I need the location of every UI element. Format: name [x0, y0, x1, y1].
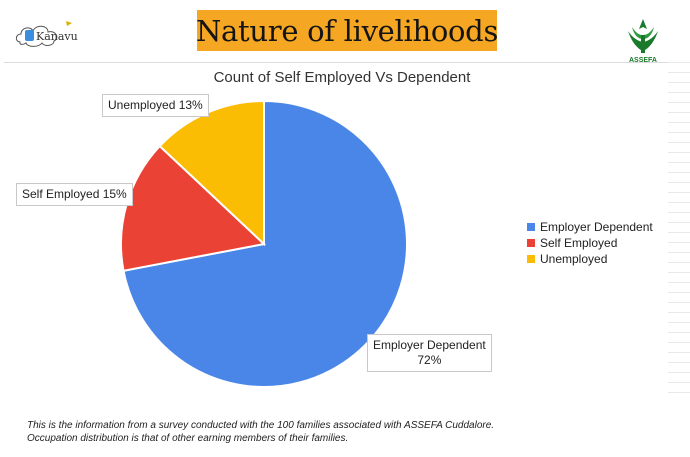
assefa-logo: ASSEFA	[618, 15, 668, 65]
legend-item-unemployed: Unemployed	[527, 251, 653, 267]
data-label-unemployed: Unemployed 13%	[102, 94, 209, 117]
kanavu-logo-text: Kanavu	[36, 30, 78, 43]
data-label-employer-dependent: Employer Dependent 72%	[367, 334, 492, 372]
page-title: Nature of livelihoods	[195, 13, 499, 48]
data-label-employer-dependent-text: Employer Dependent	[373, 338, 486, 352]
footnote-line-1: This is the information from a survey co…	[27, 420, 495, 431]
kanavu-logo: Kanavu	[14, 18, 86, 52]
data-label-self-employed-text: Self Employed 15%	[22, 187, 127, 201]
footnote-line-2: Occupation distribution is that of other…	[27, 433, 349, 444]
legend-item-employer-dependent: Employer Dependent	[527, 219, 653, 235]
chart-title: Count of Self Employed Vs Dependent	[213, 69, 471, 86]
legend-swatch-self-employed	[527, 239, 535, 247]
legend-label-employer-dependent: Employer Dependent	[540, 220, 653, 234]
legend-item-self-employed: Self Employed	[527, 235, 653, 251]
legend-label-self-employed: Self Employed	[540, 236, 618, 250]
spreadsheet-grid-edge	[668, 62, 690, 402]
chart-legend: Employer Dependent Self Employed Unemplo…	[527, 219, 653, 267]
data-label-employer-dependent-value: 72%	[417, 353, 442, 367]
footnote: This is the information from a survey co…	[27, 419, 667, 445]
title-banner: Nature of livelihoods	[195, 10, 499, 51]
legend-swatch-unemployed	[527, 255, 535, 263]
data-label-self-employed: Self Employed 15%	[16, 183, 133, 206]
data-label-unemployed-text: Unemployed 13%	[108, 98, 203, 112]
legend-swatch-employer-dependent	[527, 223, 535, 231]
legend-label-unemployed: Unemployed	[540, 252, 608, 266]
assefa-logo-text: ASSEFA	[629, 57, 657, 64]
